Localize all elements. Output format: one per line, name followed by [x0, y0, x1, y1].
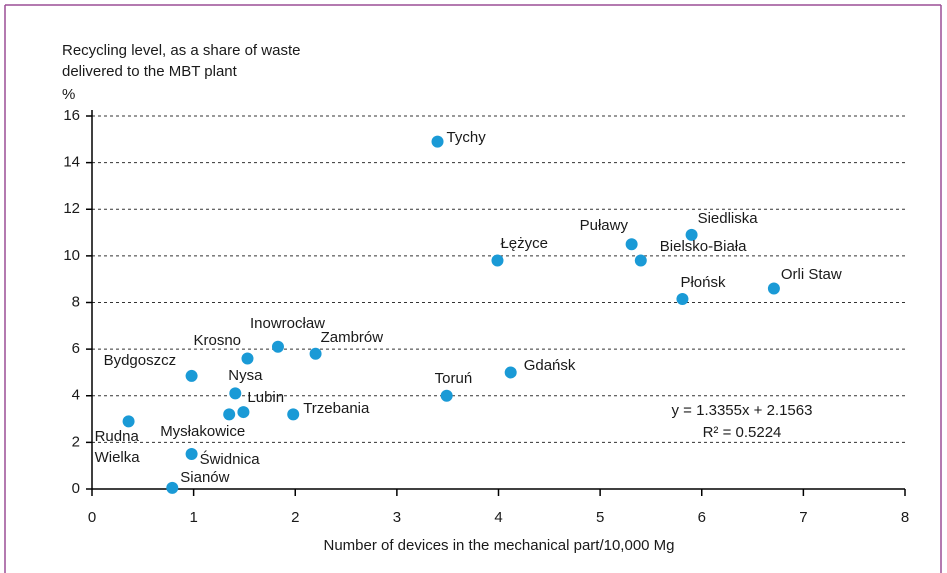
point-label: Zambrów: [320, 328, 384, 346]
point: [634, 254, 647, 267]
point: [271, 340, 284, 353]
y-axis-unit: %: [62, 86, 76, 103]
y-tick-label: 12: [63, 200, 80, 217]
point-label: Orli Staw: [780, 265, 842, 283]
point: [685, 228, 698, 241]
x-tick-label: 2: [291, 509, 299, 526]
y-tick-label: 8: [72, 293, 80, 310]
point: [185, 369, 198, 382]
y-tick-label: 10: [63, 247, 80, 264]
x-tick-label: 3: [393, 509, 401, 526]
x-tick-label: 0: [88, 509, 96, 526]
point: [504, 366, 517, 379]
x-tick-label: 8: [901, 509, 909, 526]
point-label: Sianów: [180, 468, 230, 486]
point-label: Bielsko-Biała: [659, 237, 747, 255]
y-tick-label: 2: [72, 433, 80, 450]
y-tick-label: 6: [72, 340, 80, 357]
point: [431, 135, 444, 148]
point-label: Rudna Wielka: [94, 428, 140, 467]
point-label: Trzebania: [303, 400, 370, 418]
point-label: Nysa: [228, 367, 263, 385]
point: [185, 448, 198, 461]
point: [309, 347, 322, 360]
point-label: Gdańsk: [523, 357, 576, 375]
point: [229, 387, 242, 400]
point-label: Lubin: [247, 389, 285, 407]
y-tick-label: 14: [63, 154, 80, 171]
point: [287, 408, 300, 421]
y-axis-title: Recycling level, as a share of waste del…: [62, 42, 301, 80]
x-axis-title: Number of devices in the mechanical part…: [323, 537, 674, 554]
point: [491, 254, 504, 267]
y-tick-label: 0: [72, 480, 80, 497]
point: [767, 282, 780, 295]
x-tick-label: 4: [494, 509, 502, 526]
point-label: Łężyce: [500, 234, 548, 252]
point-label: Bydgoszcz: [103, 351, 177, 369]
point: [122, 415, 135, 428]
point-label: Inowrocław: [249, 314, 325, 332]
x-tick-label: 6: [698, 509, 706, 526]
x-tick-label: 1: [189, 509, 197, 526]
point: [237, 406, 250, 419]
y-tick-label: 4: [72, 387, 80, 404]
point: [241, 352, 254, 365]
point-label: Mysłakowice: [160, 423, 246, 441]
y-tick-label: 16: [63, 107, 80, 124]
annotation: R² = 0.5224: [703, 424, 782, 441]
x-tick-label: 5: [596, 509, 604, 526]
annotation: y = 1.3355x + 2.1563: [672, 402, 813, 419]
point: [223, 408, 236, 421]
point-label: Puławy: [579, 217, 628, 235]
point: [166, 481, 179, 494]
point-label: Płońsk: [680, 274, 726, 291]
point-label: Tychy: [446, 128, 486, 146]
point-label: Świdnica: [199, 451, 260, 469]
point-label: Siedliska: [697, 209, 758, 227]
x-tick-label: 7: [799, 509, 807, 526]
point-label: Krosno: [193, 332, 242, 350]
point: [440, 389, 453, 402]
point: [676, 293, 689, 306]
point-label: Toruń: [434, 369, 473, 387]
point: [625, 238, 638, 251]
